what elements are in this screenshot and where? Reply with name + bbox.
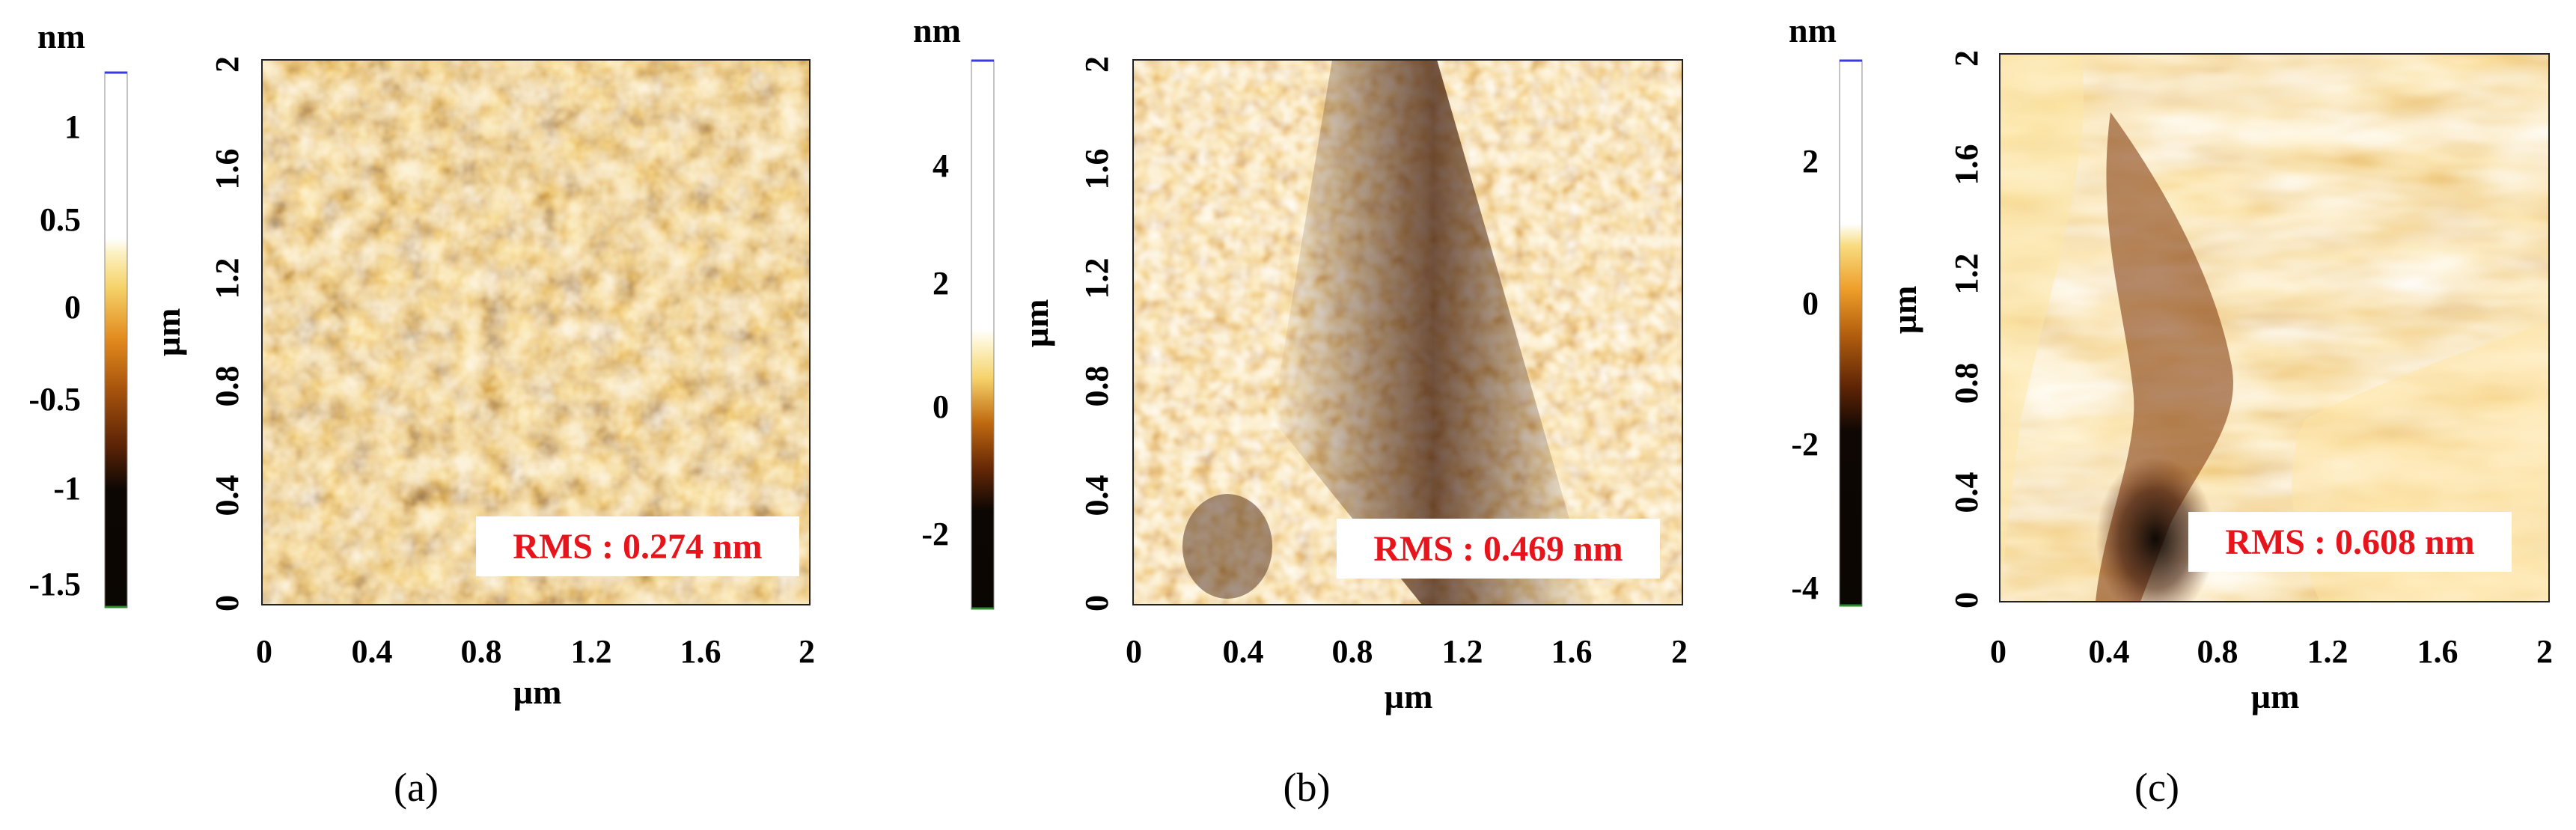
y-axis-tick: 1.2: [1078, 258, 1115, 299]
y-axis-label: µm: [149, 308, 187, 357]
y-axis-label: µm: [1885, 286, 1923, 335]
x-axis-tick: 1.6: [2417, 633, 2459, 670]
x-axis-tick: 0: [256, 633, 272, 670]
x-axis-tick: 1.6: [680, 633, 721, 670]
panel-b: nm 4 2 0 -2 0 0.4 0.8 1.2 1.6 2 µm 0 0.4…: [913, 11, 1688, 810]
panel-a: nm 1 0.5 0 -0.5 -1 -1.5 0 0.4 0.8 1.2 1.…: [28, 17, 815, 810]
y-axis-tick: 0.8: [209, 366, 245, 407]
x-axis-label: µm: [513, 673, 562, 711]
afm-height-map: [2000, 54, 2549, 602]
x-axis-tick: 0.8: [461, 633, 502, 670]
rms-label-box: [2188, 512, 2512, 572]
height-colorbar: [971, 59, 995, 610]
y-axis-label: µm: [1017, 299, 1055, 348]
y-axis-tick: 1.6: [1078, 149, 1115, 190]
x-axis-tick: 2: [799, 633, 815, 670]
afm-height-map: [1133, 60, 1682, 605]
plot-frame: [1999, 53, 2550, 602]
rms-label: RMS : 0.274 nm: [513, 527, 762, 567]
x-axis-tick: 0.4: [352, 633, 393, 670]
x-axis-label: µm: [1385, 677, 1433, 715]
colorbar-tick: -1.5: [28, 566, 81, 602]
y-axis-tick: 2: [209, 56, 245, 73]
colorbar-unit-label: nm: [913, 11, 961, 49]
y-axis-tick: 1.2: [1948, 254, 1985, 295]
x-axis-tick: 0.4: [1223, 633, 1264, 670]
y-axis-tick: 1.6: [209, 149, 245, 190]
plot-frame: [261, 59, 811, 605]
x-axis-tick: 0: [1126, 633, 1142, 670]
colorbar-tick: -2: [1791, 426, 1819, 463]
rms-label: RMS : 0.608 nm: [2225, 522, 2474, 562]
x-axis-tick: 1.2: [2307, 633, 2348, 670]
colorbar-tick: 0: [933, 388, 949, 425]
y-axis-tick: 1.2: [209, 258, 245, 299]
afm-height-map: [262, 60, 810, 605]
y-axis-tick: 0: [209, 595, 245, 611]
colorbar-tick: -0.5: [28, 381, 81, 418]
x-axis-label: µm: [2251, 677, 2300, 715]
y-axis-tick: 2: [1948, 50, 1985, 67]
y-axis-tick: 0: [1078, 595, 1115, 611]
y-axis-tick: 0.8: [1948, 363, 1985, 404]
rms-label: RMS : 0.469 nm: [1373, 529, 1623, 569]
rms-label-box: [476, 516, 799, 576]
panel-caption: (b): [1284, 765, 1331, 810]
y-axis-tick: 0.4: [1078, 475, 1115, 516]
x-axis-tick: 0.8: [1332, 633, 1373, 670]
height-colorbar: [1839, 59, 1863, 607]
panel-caption: (a): [394, 765, 439, 810]
y-axis-tick: 0.8: [1078, 366, 1115, 407]
colorbar-tick: 4: [933, 147, 949, 184]
x-axis-tick: 1.6: [1551, 633, 1593, 670]
panel-caption: (c): [2134, 765, 2179, 810]
y-axis-tick: 0.4: [209, 475, 245, 516]
x-axis-tick: 0.4: [2089, 633, 2130, 670]
colorbar-tick: 0.5: [40, 201, 81, 238]
y-axis-tick: 0: [1948, 592, 1985, 608]
colorbar-unit-label: nm: [1789, 11, 1837, 49]
colorbar-tick: 2: [1802, 143, 1819, 180]
colorbar-tick: 1: [64, 109, 81, 145]
colorbar-tick: 0: [1802, 285, 1819, 322]
y-axis-tick: 2: [1078, 56, 1115, 73]
x-axis-tick: 0: [1990, 633, 2006, 670]
x-axis-tick: 2: [1671, 633, 1688, 670]
x-axis-tick: 1.2: [571, 633, 612, 670]
y-axis-tick: 1.6: [1948, 144, 1985, 186]
x-axis-tick: 1.2: [1442, 633, 1483, 670]
colorbar-tick: -2: [921, 516, 949, 552]
colorbar-tick: -1: [53, 470, 81, 507]
rms-label-box: [1337, 519, 1660, 579]
plot-frame: [1132, 59, 1683, 605]
colorbar-tick: -4: [1791, 570, 1819, 606]
height-colorbar: [104, 71, 128, 608]
x-axis-tick: 0.8: [2197, 633, 2238, 670]
colorbar-tick: 0: [64, 289, 81, 326]
colorbar-unit-label: nm: [37, 17, 85, 55]
x-axis-tick: 2: [2536, 633, 2553, 670]
panel-c: nm 2 0 -2 -4 0 0.4 0.8 1.2 1.6 2 µm 0 0.…: [1789, 11, 2553, 810]
y-axis-tick: 0.4: [1948, 472, 1985, 513]
colorbar-tick: 2: [933, 265, 949, 302]
